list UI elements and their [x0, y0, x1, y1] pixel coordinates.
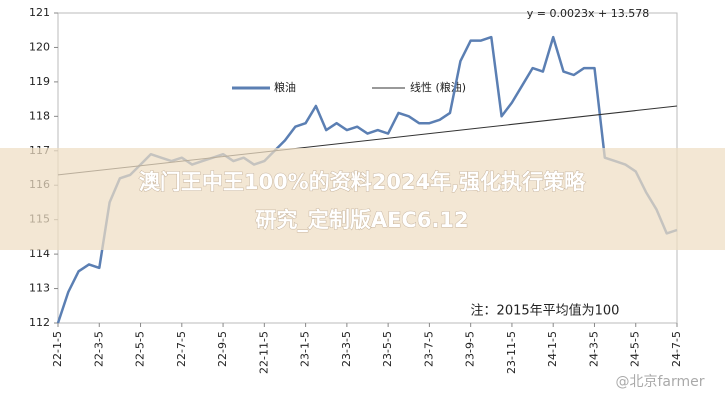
x-tick-label: 24-7-5	[670, 331, 683, 367]
x-tick-label: 22-9-5	[216, 331, 229, 367]
y-tick-label: 118	[29, 109, 50, 122]
x-tick-label: 23-5-5	[381, 331, 394, 367]
y-tick-label: 114	[29, 247, 50, 260]
y-tick-label: 121	[29, 6, 50, 19]
x-tick-label: 22-1-5	[51, 331, 64, 367]
x-tick-label: 23-9-5	[464, 331, 477, 367]
x-tick-label: 22-11-5	[257, 331, 270, 374]
equation: y = 0.0023x + 13.578	[527, 7, 649, 20]
x-tick-label: 22-3-5	[92, 331, 105, 367]
banner-title: 澳门王中王100%的资料2024年,强化执行策略	[139, 170, 586, 194]
banner-subtitle: 研究_定制版AEC6.12	[255, 208, 468, 232]
x-tick-label: 23-11-5	[505, 331, 518, 374]
x-tick-label: 23-7-5	[422, 331, 435, 367]
banner-bg	[0, 148, 725, 250]
y-tick-label: 112	[29, 316, 50, 329]
y-tick-label: 119	[29, 75, 50, 88]
x-tick-label: 24-3-5	[587, 331, 600, 367]
watermark: @北京farmer	[615, 374, 704, 390]
x-tick-label: 24-5-5	[629, 331, 642, 367]
x-tick-label: 24-1-5	[546, 331, 559, 367]
x-tick-label: 23-1-5	[299, 331, 312, 367]
y-tick-label: 113	[29, 282, 50, 295]
x-tick-label: 22-5-5	[134, 331, 147, 367]
legend-label: 线性 (粮油)	[410, 80, 466, 94]
y-tick-label: 120	[29, 40, 50, 53]
x-tick-label: 22-7-5	[175, 331, 188, 367]
x-tick-label: 23-3-5	[340, 331, 353, 367]
legend-label: 粮油	[274, 80, 296, 94]
note: 注：2015年平均值为100	[471, 303, 620, 319]
